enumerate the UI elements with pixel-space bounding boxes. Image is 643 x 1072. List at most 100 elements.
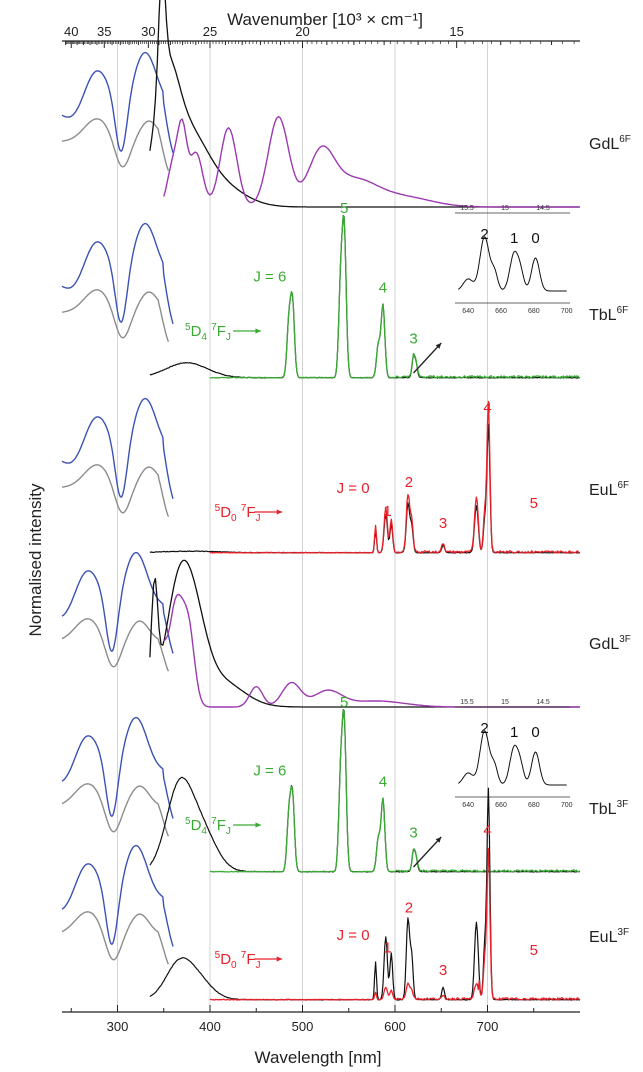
- y-axis-label: Normalised intensity: [26, 483, 45, 637]
- panel-gdl-3f: GdL3F: [61, 551, 631, 708]
- inset-arrow-head: [435, 343, 442, 349]
- line-label-J5: 5: [530, 942, 538, 959]
- bottom-tick-label: 700: [477, 1019, 499, 1034]
- panel-label: GdL3F: [589, 634, 631, 653]
- top-tick-label: 35: [97, 24, 111, 39]
- absorption-curve: [61, 716, 174, 819]
- inset-bottom-tick-label: 660: [495, 802, 507, 809]
- inset-plot: 15.5 15 14.5 640 660 680 700 2 1 0: [455, 205, 573, 315]
- inset-top-tick-label: 15: [501, 699, 509, 706]
- inset-peak-label: 1: [510, 230, 518, 247]
- bottom-wavelength-axis: Wavelength [nm] 300 400 500 600 700: [62, 1005, 580, 1067]
- ln-emission-curve: [209, 709, 581, 873]
- panel-label: GdL6F: [589, 134, 631, 153]
- bottom-tick-label: 400: [199, 1019, 221, 1034]
- x-axis-label: Wavelength [nm]: [255, 1048, 382, 1067]
- line-label-J3: 3: [439, 962, 447, 979]
- phosphorescence-curve: [163, 115, 580, 208]
- line-label-J6: J = 6: [253, 763, 286, 780]
- transition-arrow-head: [255, 328, 261, 334]
- panel-tbl-3f: J = 6 5 4 3 5D4 7FJ 15.5 15 14.5 640 660 680 700 2 1 0…: [61, 694, 628, 873]
- excitation-curve: [61, 618, 170, 672]
- inset-top-tick-label: 14.5: [536, 699, 550, 706]
- ln-emission-curve: [210, 215, 580, 379]
- transition-label: 5D0 7FJ: [215, 950, 261, 971]
- inset-top-tick-label: 15.5: [460, 699, 474, 706]
- bottom-tick-label: 500: [292, 1019, 314, 1034]
- line-label-J5: 5: [340, 200, 348, 217]
- grid-lines: [117, 41, 488, 1012]
- inset-plot: 15.5 15 14.5 640 660 680 700 2 1 0: [455, 699, 573, 809]
- excitation-curve: [61, 911, 170, 965]
- transition-arrow-head: [255, 822, 261, 828]
- bottom-tick-label: 300: [107, 1019, 129, 1034]
- inset-bottom-tick-label: 680: [528, 308, 540, 315]
- top-tick-label: 15: [449, 24, 463, 39]
- inset-peak-label: 1: [510, 724, 518, 741]
- line-label-J2: 2: [405, 474, 413, 491]
- inset-curve: [458, 236, 567, 292]
- line-label-J4: 4: [379, 280, 387, 297]
- phosphorescence-curve: [163, 593, 580, 708]
- inset-arrow: [413, 342, 442, 374]
- line-label-J3: 3: [409, 824, 417, 841]
- inset-bottom-tick-label: 680: [528, 802, 540, 809]
- line-label-J4: 4: [483, 400, 491, 417]
- inset-arrow-head: [435, 837, 442, 843]
- absorption-curve: [61, 551, 174, 654]
- absorption-curve: [61, 51, 174, 153]
- panel-eul-6f: J = 0 12 3 4 5 5D0 7FJ EuL6F: [61, 397, 629, 554]
- inset-bottom-tick-label: 660: [495, 308, 507, 315]
- inset-bottom-tick-label: 640: [462, 802, 474, 809]
- top-axis-label: Wavenumber [10³ × cm⁻¹]: [227, 10, 423, 29]
- excitation-curve: [61, 118, 170, 171]
- inset-top-tick-label: 14.5: [536, 205, 550, 212]
- absorption-curve: [61, 397, 174, 499]
- line-label-J5: 5: [340, 694, 348, 711]
- inset-top-tick-label: 15.5: [460, 205, 474, 212]
- transition-label: 5D4 7FJ: [185, 816, 231, 837]
- inset-curve: [458, 730, 567, 786]
- panel-eul-3f: J = 0 1 2 3 4 5 5D0 7FJ EuL3F: [61, 787, 629, 1001]
- absorption-curve: [61, 844, 174, 947]
- panel-label: EuL3F: [589, 927, 629, 946]
- transition-arrow-head: [276, 956, 283, 962]
- line-label-J2: 2: [405, 899, 413, 916]
- transition-label: 5D4 7FJ: [185, 322, 231, 343]
- inset-top-tick-label: 15: [501, 205, 509, 212]
- top-wavenumber-axis: Wavenumber [10³ × cm⁻¹] 40 35 30 25 20 15: [62, 10, 580, 48]
- ln-emission-curve: [209, 847, 581, 1001]
- top-tick-label: 20: [295, 24, 309, 39]
- panel-label: TbL3F: [589, 799, 628, 818]
- panel-label: EuL6F: [589, 480, 629, 499]
- line-label-J4: 4: [483, 822, 491, 839]
- ln-emission-curve: [209, 400, 581, 554]
- line-label-J1: 1: [383, 503, 391, 520]
- line-label-J4: 4: [379, 774, 387, 791]
- excitation-curve: [61, 464, 170, 517]
- inset-peak-label: 2: [480, 720, 488, 737]
- line-label-J0: J = 0: [337, 927, 370, 944]
- inset-peak-label: 0: [531, 724, 539, 741]
- line-label-J6: J = 6: [253, 269, 286, 286]
- panel-label: TbL6F: [589, 305, 628, 324]
- inset-bottom-tick-label: 700: [561, 802, 573, 809]
- panel-gdl-6f: GdL6F: [61, 0, 631, 208]
- bottom-tick-label: 600: [384, 1019, 406, 1034]
- line-label-J1: 1: [383, 940, 391, 957]
- inset-bottom-tick-label: 640: [462, 308, 474, 315]
- inset-bottom-tick-label: 700: [561, 308, 573, 315]
- excitation-curve: [61, 783, 170, 837]
- line-label-J0: J = 0: [337, 480, 370, 497]
- transition-label: 5D0 7FJ: [215, 503, 261, 524]
- transition-arrow-head: [276, 509, 283, 515]
- line-label-J5: 5: [530, 495, 538, 512]
- top-tick-label: 30: [141, 24, 155, 39]
- panel-tbl-6f: J = 6 5 4 3 5D4 7FJ 15.5 15 14.5 640 660 680 700 2 1 0…: [61, 200, 628, 379]
- top-tick-label: 40: [64, 24, 78, 39]
- fluorescence-curve: [149, 559, 580, 708]
- line-label-J3: 3: [409, 330, 417, 347]
- inset-peak-label: 2: [480, 226, 488, 243]
